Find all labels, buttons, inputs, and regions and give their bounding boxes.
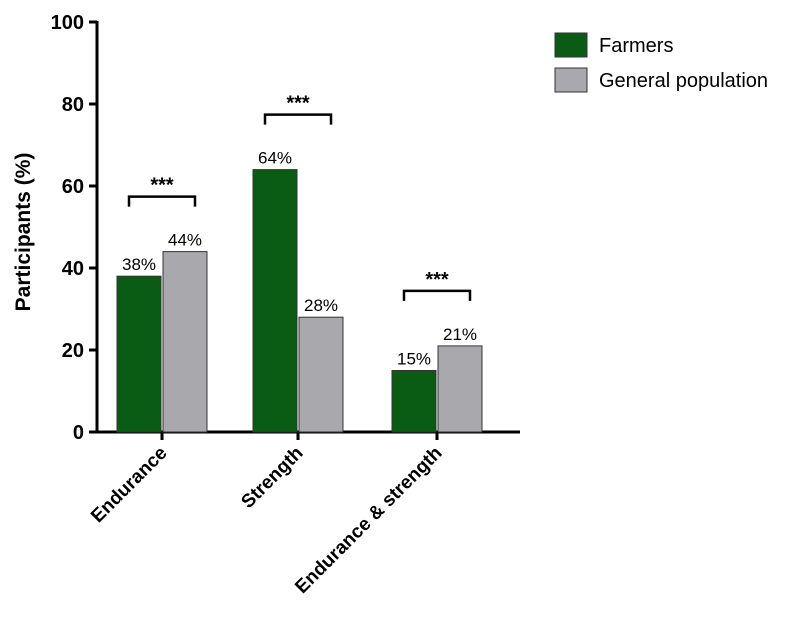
legend-swatch-farmers: [554, 32, 588, 58]
data-label-general-population-endurance-and-strength: 21%: [443, 325, 477, 344]
bar-farmers-endurance: [116, 275, 162, 433]
data-label-farmers-endurance-and-strength: 15%: [397, 350, 431, 369]
y-tick-label: 40: [62, 258, 84, 280]
category-label-endurance: Endurance: [87, 443, 171, 527]
y-tick-label: 0: [73, 422, 84, 444]
legend: Farmers General population: [554, 32, 768, 93]
bar-general-population-endurance-and-strength: [437, 345, 483, 433]
bar-general-population-strength: [298, 316, 344, 433]
legend-swatch-general-population: [554, 67, 588, 93]
bars: 38% 44% 64% 28% 15% 21%: [116, 149, 483, 433]
category-label-strength: Strength: [237, 443, 307, 513]
bar-farmers-strength: [252, 169, 298, 433]
data-label-farmers-strength: 64%: [258, 149, 292, 168]
y-tick-label: 100: [51, 12, 84, 34]
significance-bracket: [402, 289, 472, 301]
y-axis-title: Participants (%): [12, 153, 35, 312]
significance-annotations: *** *** ***: [127, 93, 472, 301]
category-label-endurance-and-strength: Endurance & strength: [291, 443, 446, 598]
significance-label: ***: [425, 269, 449, 291]
significance-label: ***: [286, 93, 310, 115]
legend-label-farmers: Farmers: [599, 35, 673, 57]
data-label-general-population-strength: 28%: [304, 296, 338, 315]
legend-label-general-population: General population: [599, 70, 768, 92]
data-label-farmers-endurance: 38%: [122, 255, 156, 274]
data-label-general-population-endurance: 44%: [168, 231, 202, 250]
y-tick-label: 20: [62, 340, 84, 362]
y-tick-label: 60: [62, 176, 84, 198]
significance-label: ***: [150, 175, 174, 197]
significance-bracket: [127, 195, 197, 207]
y-tick-label: 80: [62, 94, 84, 116]
bar-general-population-endurance: [162, 251, 208, 433]
significance-bracket: [263, 113, 333, 125]
bar-farmers-endurance-and-strength: [391, 370, 437, 433]
